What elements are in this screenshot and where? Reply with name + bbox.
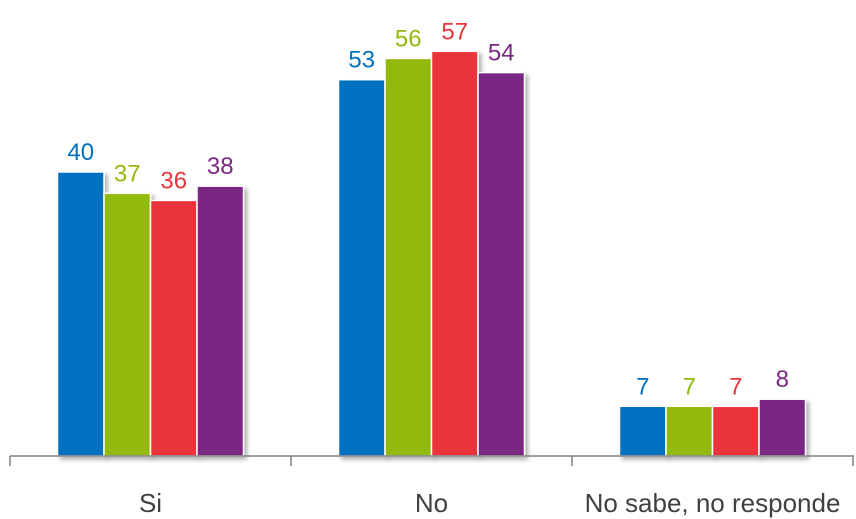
data-labels-layer: 40 37 36 38 53 56 57 54 7 7 7 8 <box>67 18 789 400</box>
data-label-2-0: 7 <box>636 373 649 400</box>
data-label-0-1: 37 <box>114 160 141 187</box>
bar-0-1 <box>103 192 152 457</box>
bar-2-1 <box>665 405 714 457</box>
bar-2-2 <box>711 405 760 457</box>
bar-0-3 <box>196 185 245 457</box>
data-label-1-2: 57 <box>441 18 468 45</box>
data-label-0-2: 36 <box>160 167 187 194</box>
bar-2-3 <box>758 398 807 457</box>
data-label-2-2: 7 <box>729 373 742 400</box>
bar-0-0 <box>56 171 105 457</box>
bar-2-0 <box>618 405 667 457</box>
bar-1-3 <box>477 71 526 457</box>
data-label-0-3: 38 <box>207 153 234 180</box>
data-label-2-3: 8 <box>776 366 789 393</box>
data-label-1-3: 54 <box>488 40 515 67</box>
data-label-2-1: 7 <box>683 373 696 400</box>
bars-layer <box>56 50 807 457</box>
bar-1-2 <box>430 50 479 457</box>
category-label-0: Si <box>139 488 162 518</box>
category-label-1: No <box>415 488 448 518</box>
data-label-0-0: 40 <box>67 139 94 166</box>
bar-1-1 <box>384 57 433 457</box>
bar-1-0 <box>337 78 386 457</box>
data-label-1-0: 53 <box>348 47 375 74</box>
data-label-1-1: 56 <box>395 25 422 52</box>
category-label-2: No sabe, no responde <box>585 488 841 518</box>
bar-0-2 <box>149 199 198 457</box>
x-axis: Si No No sabe, no responde <box>9 455 854 518</box>
